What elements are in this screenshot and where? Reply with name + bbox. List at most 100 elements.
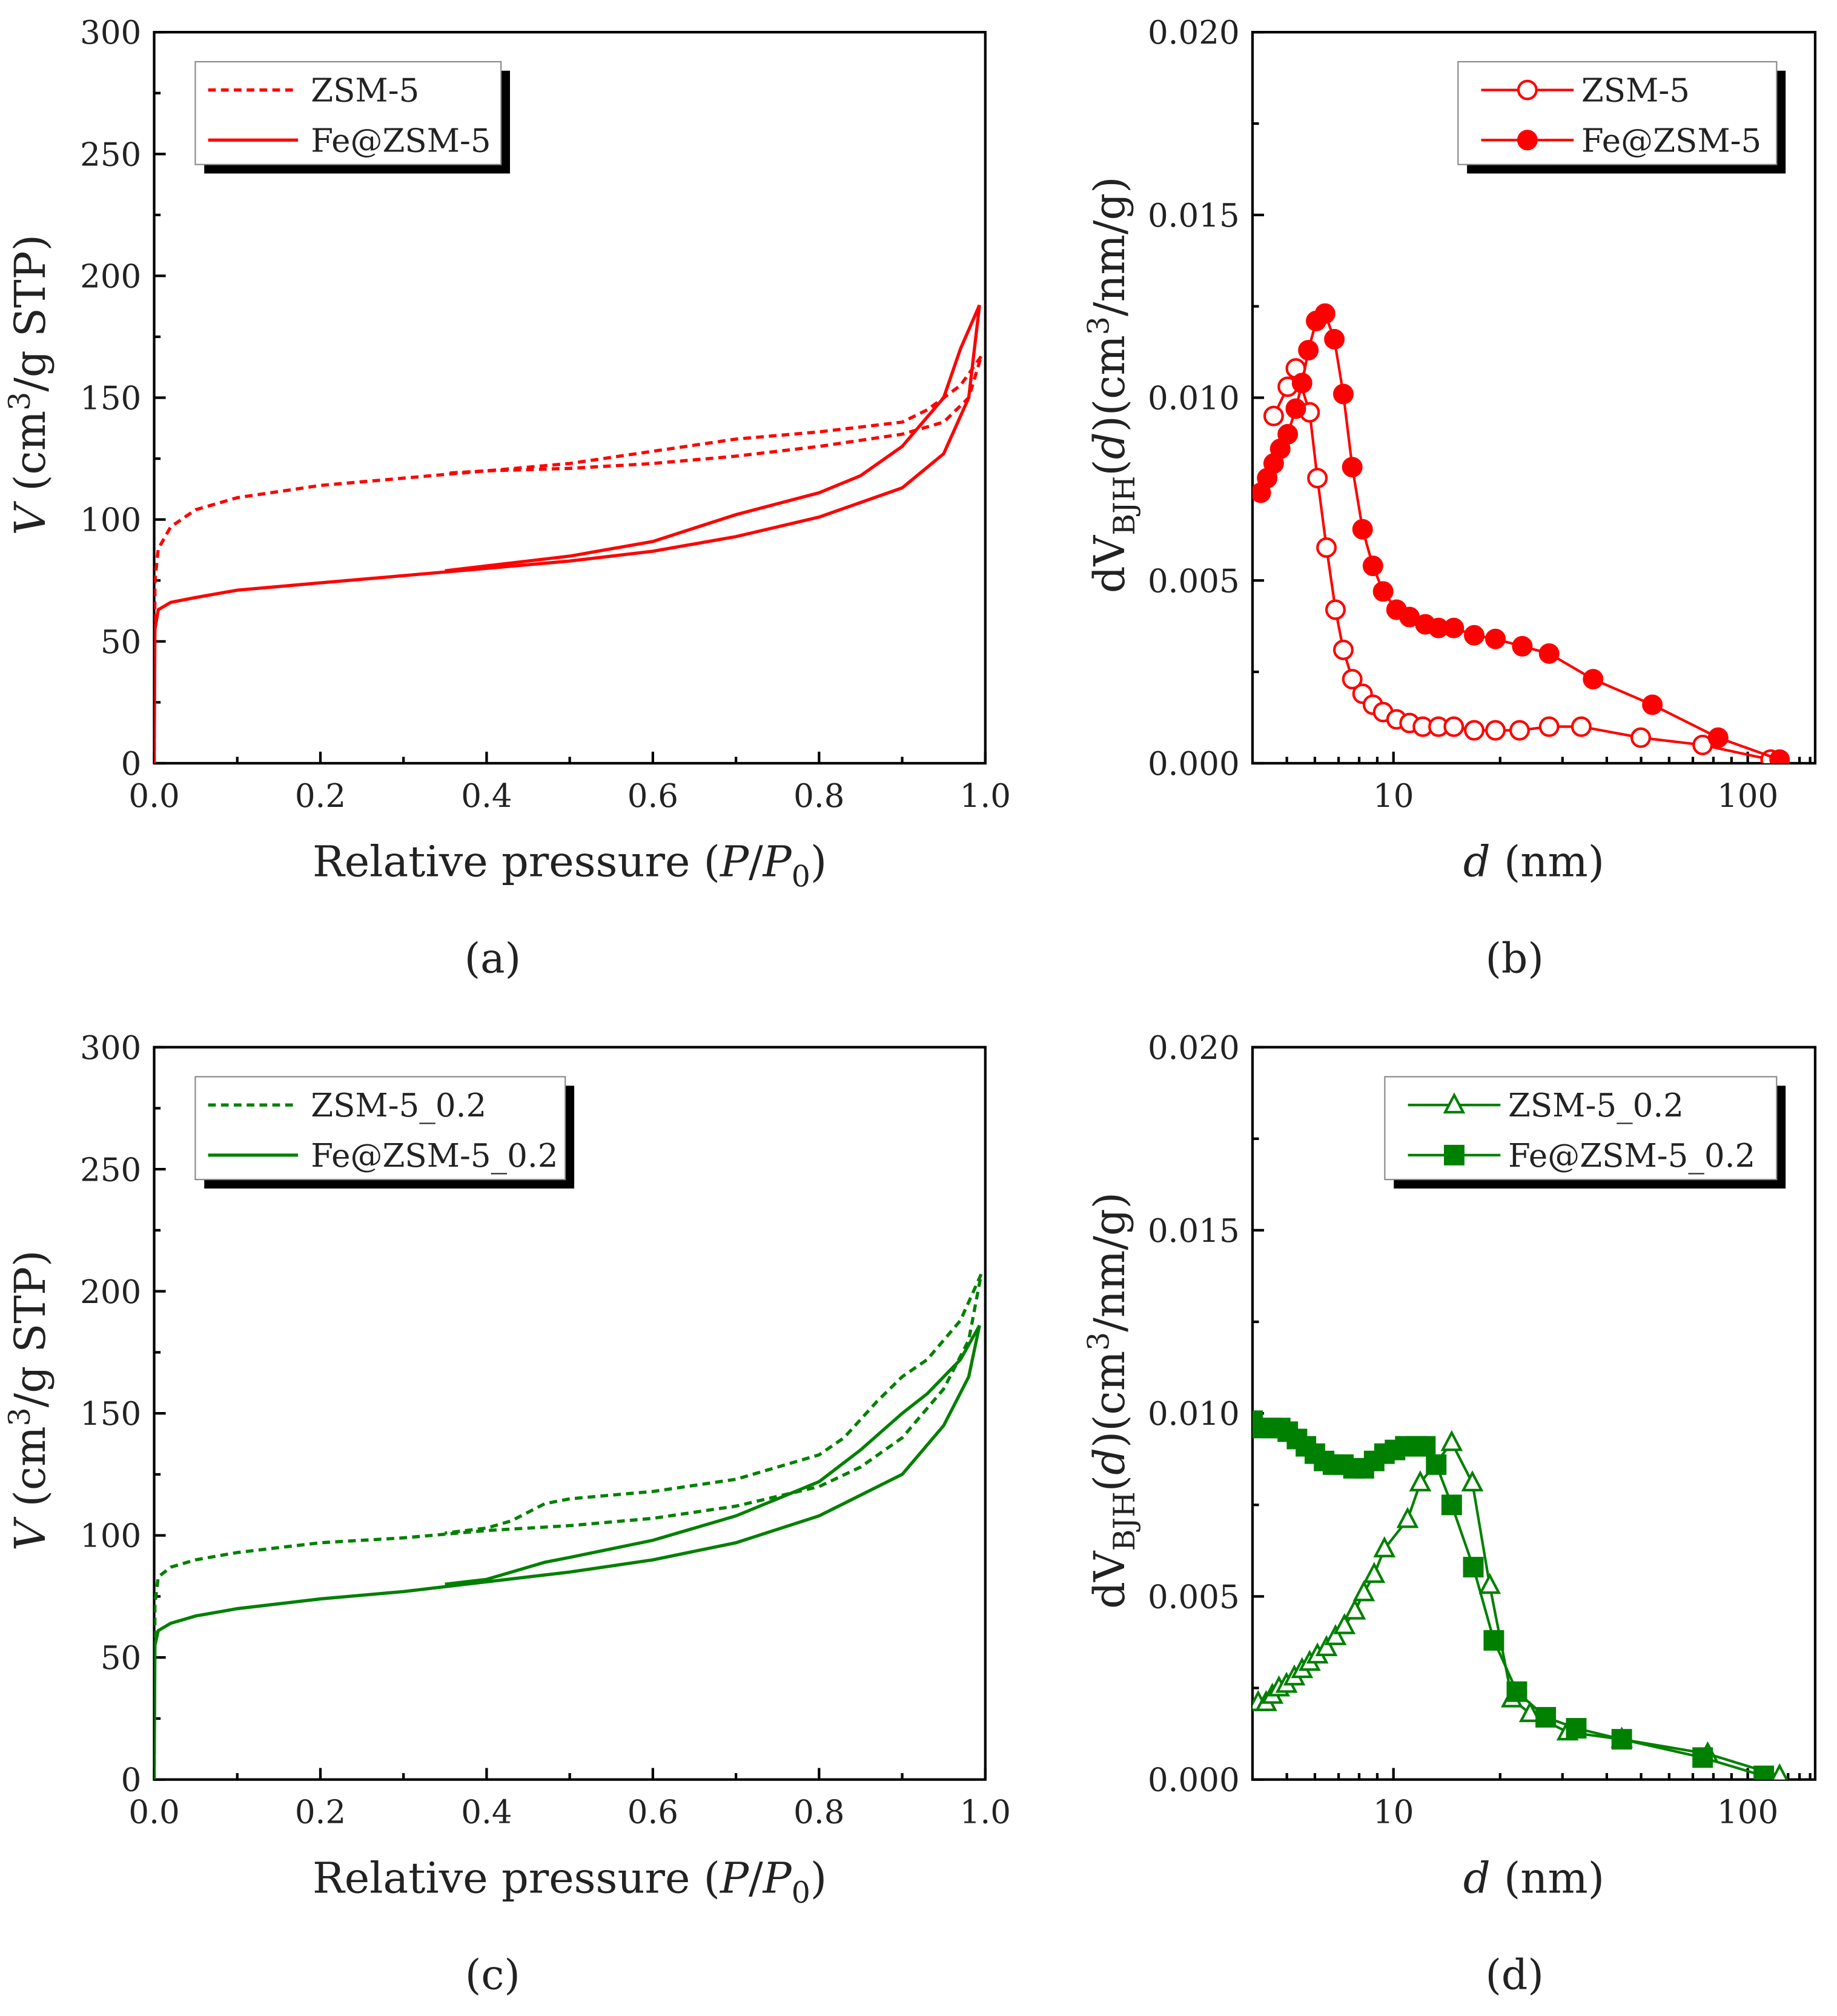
legend-item: Fe@ZSM-5_0.2 <box>1408 1137 1755 1175</box>
data-point <box>1485 720 1506 741</box>
data-point <box>1535 1706 1557 1728</box>
plot-area <box>154 1273 983 1780</box>
series-zsm-5-0-2 <box>154 1273 983 1780</box>
y-tick-label: 300 <box>80 14 141 51</box>
x-tick-label: 0.0 <box>128 1794 179 1831</box>
data-point <box>1642 694 1663 715</box>
y-tick-label: 0.005 <box>1148 1578 1240 1616</box>
x-tick-label: 10 <box>1373 777 1414 815</box>
data-point <box>1583 669 1604 690</box>
legend-item: ZSM-5 <box>208 72 419 110</box>
label-segment: 0 <box>792 860 810 894</box>
legend-item: ZSM-5_0.2 <box>1408 1087 1684 1124</box>
label-segment: /g STP) <box>5 234 55 392</box>
y-tick-label: 200 <box>80 257 141 295</box>
data-point <box>1285 398 1306 419</box>
y-tick-label: 300 <box>80 1029 141 1067</box>
data-point <box>1483 1630 1504 1651</box>
y-tick-label: 0.010 <box>1148 1395 1240 1433</box>
y-tick-label: 200 <box>80 1273 141 1311</box>
data-point <box>1707 727 1729 748</box>
series-line <box>1258 1440 1780 1777</box>
data-point <box>1333 1613 1356 1634</box>
series-fe-zsm-5-0-2 <box>154 1324 981 1780</box>
desorption-branch-line <box>445 304 981 572</box>
panel-label: (b) <box>1485 935 1543 983</box>
x-tick-label: 0.4 <box>461 1794 512 1831</box>
series-zsm-5-0-2 <box>1252 1430 1789 1780</box>
x-tick-label: 0.6 <box>627 777 678 815</box>
y-tick-label: 150 <box>80 380 141 417</box>
label-segment: (nm) <box>1491 837 1604 887</box>
data-point <box>1506 1681 1528 1702</box>
data-point <box>1443 716 1465 737</box>
legend-label: ZSM-5 <box>311 72 419 110</box>
y-tick-label: 0.020 <box>1148 1029 1240 1067</box>
legend-label: Fe@ZSM-5 <box>311 122 491 159</box>
y-tick-label: 250 <box>80 136 141 173</box>
label-segment: Relative pressure ( <box>313 837 720 887</box>
y-tick-label: 0 <box>121 1762 142 1799</box>
data-point <box>1343 1598 1366 1620</box>
data-point <box>1464 720 1484 741</box>
data-point <box>1753 1765 1775 1780</box>
data-point <box>1571 716 1592 737</box>
label-segment: d <box>1463 1853 1491 1903</box>
x-tick-label: 0.8 <box>793 777 844 815</box>
y-tick-label: 250 <box>80 1151 141 1189</box>
data-point <box>1464 625 1484 646</box>
data-point <box>1409 1470 1432 1492</box>
legend-box <box>1457 61 1778 165</box>
data-point <box>1769 749 1790 763</box>
x-axis-label: d (nm) <box>1463 1853 1604 1903</box>
label-segment: dV <box>1085 1550 1134 1609</box>
data-point <box>1426 1454 1447 1475</box>
plot-area <box>1252 303 1790 763</box>
data-point <box>1630 727 1652 748</box>
label-segment: /g STP) <box>5 1250 55 1408</box>
x-tick-label: 100 <box>1717 1794 1778 1831</box>
legend-label: Fe@ZSM-5 <box>1581 122 1761 159</box>
chart-panel-c: 0 50 100 150 200 250 300 0.0 0.2 0.4 0.6 0.8 1.0 Rela… <box>2 1029 1011 2000</box>
desorption-branch-line <box>445 1273 983 1535</box>
chart-panel-b: 0.000 0.005 0.010 0.015 0.020 10 100 d (nm) dVBJ… <box>1081 14 1817 983</box>
label-segment: / <box>749 1853 763 1903</box>
data-point <box>1362 555 1383 577</box>
data-point <box>1443 617 1465 638</box>
y-axis-label: V (cm3/g STP) <box>2 234 55 535</box>
x-tick-label: 0.0 <box>128 777 179 815</box>
data-point <box>1512 635 1533 657</box>
series-fe-zsm-5 <box>1252 303 1790 763</box>
label-segment: (cm <box>5 411 55 505</box>
data-point <box>1325 599 1346 620</box>
x-tick-label: 0.6 <box>627 1794 678 1831</box>
label-segment: V <box>5 501 55 536</box>
data-point <box>1324 1624 1347 1645</box>
plot-area <box>154 304 983 763</box>
label-segment: Relative pressure ( <box>313 1853 720 1903</box>
data-point <box>1298 340 1319 361</box>
x-tick-label: 0.8 <box>793 1794 844 1831</box>
label-segment: ) <box>810 837 827 887</box>
legend-label: ZSM-5 <box>1581 72 1690 110</box>
x-axis-label: Relative pressure (P/P0) <box>313 1853 827 1910</box>
legend-marker-swatch <box>1443 1092 1466 1114</box>
label-segment: V <box>5 1516 55 1551</box>
y-tick-label: 100 <box>80 1517 141 1555</box>
desorption-branch-line <box>445 355 983 475</box>
label-segment: )(cm <box>1085 335 1134 432</box>
y-tick-label: 0.015 <box>1148 1212 1240 1250</box>
legend-label: Fe@ZSM-5_0.2 <box>1508 1137 1755 1175</box>
data-point <box>1478 1573 1501 1594</box>
data-point <box>1277 423 1299 445</box>
data-point <box>1307 468 1328 489</box>
y-tick-label: 0.010 <box>1148 380 1240 417</box>
label-segment: d <box>1085 432 1134 459</box>
label-segment: P <box>762 837 793 887</box>
x-tick-label: 10 <box>1373 1794 1414 1831</box>
panel-label: (d) <box>1485 1951 1543 1999</box>
legend-item: Fe@ZSM-5 <box>208 122 491 159</box>
legend: ZSM-5_0.2 Fe@ZSM-5_0.2 <box>194 1076 575 1189</box>
chart-panel-d: 0.000 0.005 0.010 0.015 0.020 10 100 d (nm) dVBJ… <box>1081 1029 1817 1999</box>
series-fe-zsm-5 <box>154 304 981 763</box>
